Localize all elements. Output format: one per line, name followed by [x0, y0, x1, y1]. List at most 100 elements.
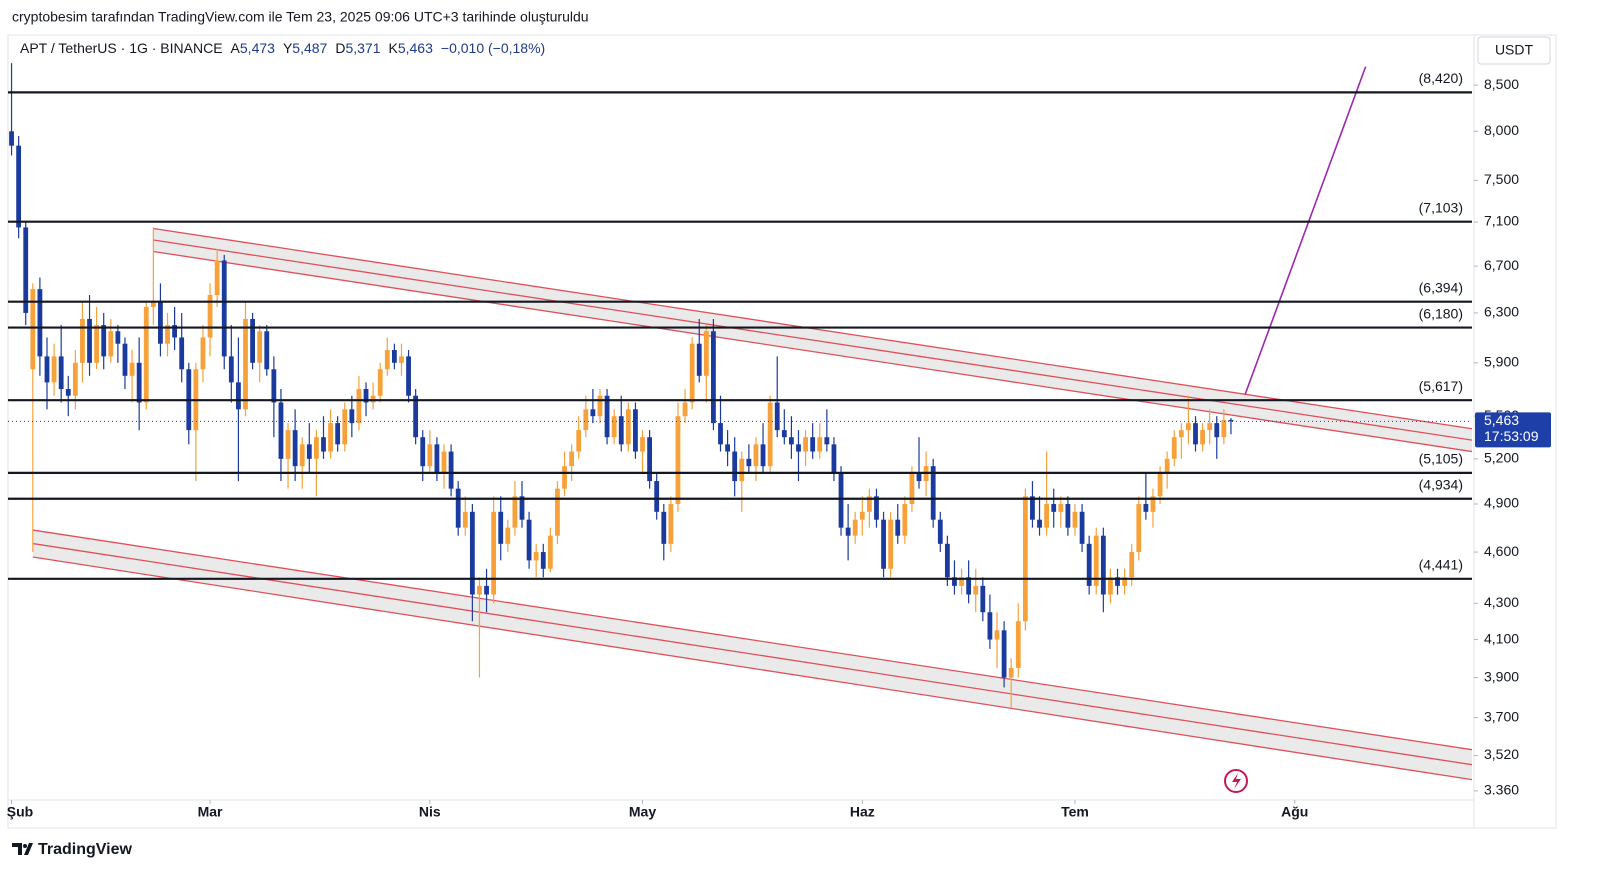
- candle-body: [172, 325, 178, 338]
- candle-body: [243, 318, 248, 410]
- y-tick-label: 7,100: [1484, 213, 1519, 229]
- candle-body: [1065, 504, 1071, 528]
- candle-body: [1008, 667, 1014, 678]
- candle-body: [384, 350, 390, 370]
- candle-body: [562, 466, 567, 489]
- candle-body: [292, 430, 298, 467]
- candle-body: [689, 343, 695, 403]
- candle-body: [313, 437, 319, 459]
- x-tick-label: Şub: [7, 804, 33, 820]
- alert-bolt[interactable]: [1232, 773, 1241, 789]
- candle-body: [9, 131, 14, 146]
- candle-body: [767, 402, 773, 467]
- channel-band: [32, 530, 1472, 780]
- candle-body: [94, 325, 100, 363]
- candle-body: [356, 389, 362, 424]
- candle-body: [647, 437, 653, 482]
- candle-body: [1051, 504, 1057, 512]
- candle-body: [1044, 504, 1050, 528]
- candle-body: [930, 466, 936, 520]
- candle-body: [484, 585, 489, 595]
- alert-icon[interactable]: [1224, 769, 1248, 793]
- candle-body: [420, 437, 426, 467]
- y-tick-label: 6,300: [1484, 304, 1519, 320]
- candle-body: [661, 511, 667, 544]
- alert-circle[interactable]: [1224, 769, 1248, 793]
- candle-body: [675, 416, 681, 505]
- candle-body: [718, 423, 723, 445]
- candle-body: [1115, 577, 1120, 586]
- candle-body: [1164, 458, 1170, 474]
- x-tick-label: Ağu: [1281, 804, 1308, 820]
- candle-body: [1171, 437, 1177, 459]
- channel-bottom: [153, 250, 1472, 453]
- candle-body: [1150, 496, 1156, 512]
- candle-body: [1178, 430, 1184, 438]
- candle-body: [158, 300, 163, 344]
- candle-body: [434, 444, 440, 474]
- last-price-box: [1475, 412, 1551, 448]
- candle-body: [796, 444, 801, 452]
- y-tick-label: 7,500: [1484, 171, 1519, 187]
- level-label: (4,441): [1419, 557, 1463, 573]
- candle-body: [711, 331, 716, 424]
- candle-body: [221, 260, 227, 357]
- currency[interactable]: USDT: [1495, 42, 1534, 58]
- candle-body: [391, 350, 397, 363]
- candle-body: [519, 496, 525, 520]
- candle-body: [845, 527, 851, 536]
- candle-body: [1072, 511, 1078, 528]
- candle-body: [165, 325, 170, 344]
- candle-body: [129, 362, 135, 376]
- candle-body: [1001, 630, 1007, 678]
- ohlc-value: 5,463: [397, 40, 433, 56]
- candle-body: [228, 356, 234, 383]
- candle-body: [937, 519, 943, 544]
- candle-body: [569, 451, 575, 467]
- y-tick-label: 8,500: [1484, 76, 1519, 92]
- candle-body: [455, 488, 461, 528]
- candle-body: [788, 437, 794, 445]
- candle-body: [51, 356, 57, 383]
- candle-body: [306, 444, 312, 459]
- y-tick-label: 4,900: [1484, 495, 1519, 511]
- candle-body: [703, 331, 709, 376]
- candle-body: [547, 535, 553, 569]
- projection-line: [1244, 66, 1367, 395]
- ohlc-value: 5,487: [292, 40, 328, 56]
- channel-midline: [153, 239, 1472, 441]
- candle-body: [831, 444, 837, 474]
- candle-body: [257, 331, 263, 363]
- candle-body: [902, 504, 908, 536]
- candle-body: [618, 416, 624, 445]
- y-tick-label: 4,600: [1484, 543, 1519, 559]
- candle-body: [611, 416, 617, 438]
- y-tick-label: 4,300: [1484, 594, 1519, 610]
- legend: APT / TetherUS · 1G · BINANCE A5,473 Y5,48…: [20, 40, 553, 56]
- candle-body: [363, 389, 369, 403]
- level-label: (6,394): [1419, 279, 1463, 295]
- candle-body: [349, 409, 355, 424]
- level-label: (5,105): [1419, 451, 1463, 467]
- channel-midline: [32, 542, 1472, 766]
- candle-body: [1093, 535, 1099, 586]
- candle-body: [87, 318, 92, 363]
- candle-body: [1186, 423, 1191, 431]
- candle-body: [285, 430, 291, 459]
- candle-body: [505, 527, 511, 544]
- x-tick-label: Nis: [419, 804, 441, 820]
- candle-body: [200, 337, 206, 370]
- candle-body: [725, 444, 730, 452]
- candle-body: [874, 496, 879, 520]
- candle-body: [271, 369, 277, 403]
- currency-button[interactable]: [1477, 36, 1551, 65]
- candle-body: [150, 300, 156, 307]
- candle-body: [143, 306, 149, 403]
- y-tick-label: 3,520: [1484, 746, 1519, 762]
- y-tick-label: 3,900: [1484, 668, 1519, 684]
- channel-top: [32, 529, 1472, 751]
- candle-body: [555, 488, 560, 536]
- channel-bottom: [32, 556, 1472, 781]
- last-price-label: 5,463: [1484, 412, 1519, 428]
